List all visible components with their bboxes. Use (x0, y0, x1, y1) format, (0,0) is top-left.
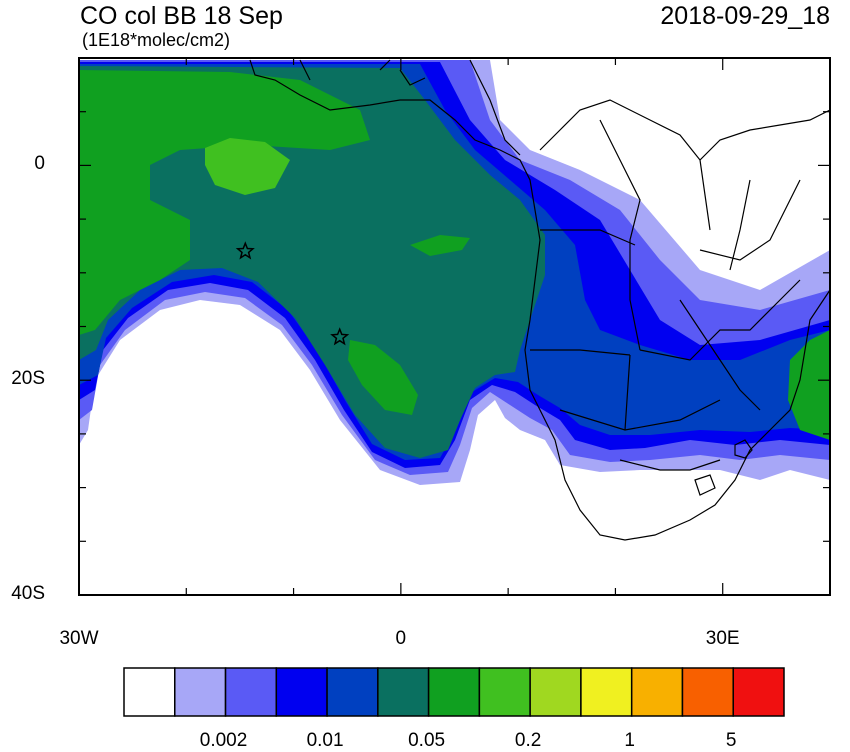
units-label: (1E18*molec/cm2) (82, 30, 231, 50)
colorbar-box (580, 667, 633, 717)
colorbar-box (478, 667, 531, 717)
colorbar-box (681, 667, 734, 717)
timestamp-label: 2018-09-29_18 (660, 2, 830, 30)
plume-level-1d (788, 330, 830, 440)
colorbar-label: 5 (725, 730, 737, 751)
colorbar-label: 0.05 (408, 730, 446, 751)
x-tick-label: 30W (59, 628, 99, 649)
plume-level-05 (79, 66, 545, 458)
star-marker-2 (330, 327, 350, 346)
plume-level-2 (205, 138, 290, 195)
concentration-field (79, 60, 830, 485)
colorbar-box (427, 667, 481, 717)
colorbar (123, 667, 785, 717)
plume-level-1c (410, 235, 470, 256)
colorbar-box (377, 667, 430, 717)
colorbar-box (630, 667, 684, 717)
colorbar-box (275, 667, 328, 717)
x-tick-label: 0 (395, 628, 407, 649)
colorbar-box (529, 667, 582, 717)
colorbar-box (123, 667, 176, 717)
star-marker-1 (235, 241, 255, 260)
map-title: CO col BB 18 Sep (80, 2, 283, 30)
colorbar-label: 0.01 (306, 730, 344, 751)
y-tick-label: 0 (34, 153, 45, 175)
colorbar-box (732, 667, 785, 717)
map-frame (78, 57, 831, 596)
colorbar-box (174, 667, 227, 717)
colorbar-label: 0.2 (514, 730, 542, 751)
x-tick-label: 30E (705, 628, 740, 649)
colorbar-label: 1 (624, 730, 635, 751)
coastlines (249, 59, 830, 541)
colorbar-label: 0.002 (199, 730, 248, 751)
y-tick-label: 40S (11, 583, 45, 604)
plume-level-1 (79, 70, 370, 335)
plume-level-1b (348, 340, 418, 415)
colorbar-box (224, 667, 278, 717)
y-tick-label: 20S (11, 368, 45, 390)
colorbar-box (326, 667, 379, 717)
